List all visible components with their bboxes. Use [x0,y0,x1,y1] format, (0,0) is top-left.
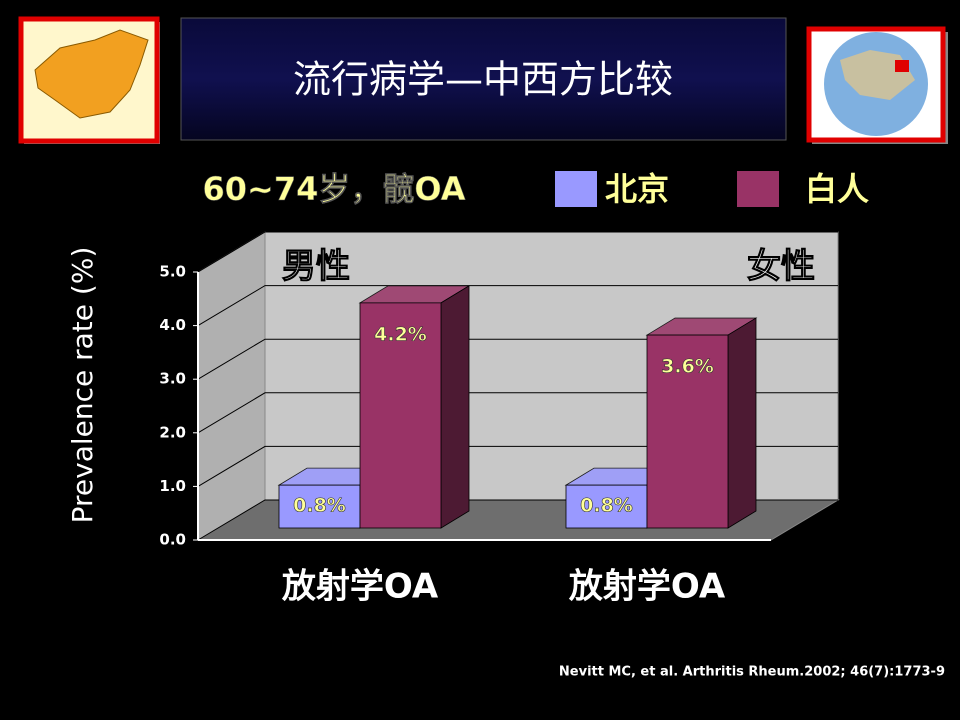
y-tick-label: 0.0 [159,531,186,549]
bar [646,334,729,529]
bar-side [440,285,470,529]
x-tick-label: 放射学OA [282,567,439,607]
y-tick-label: 2.0 [159,423,186,441]
y-axis-label: Prevalence rate (%) [66,247,99,524]
legend-swatch [737,171,779,207]
grid-line [197,285,838,327]
side-wall [197,231,266,541]
china-map-frame [18,16,160,144]
y-tick-label: 3.0 [159,370,186,388]
bar [278,484,361,529]
title: 流行病学—中西方比较 [293,58,673,102]
legend-swatch [555,171,597,207]
y-tick-label: 1.0 [159,477,186,495]
value-label: 4.2% [374,323,427,345]
bar-side [727,317,757,529]
x-tick-label: 放射学OA [569,567,726,607]
value-label: 0.8% [580,495,633,517]
annotation: 女性 [747,247,815,287]
value-label: 3.6% [661,356,714,378]
legend-label: 白人 [805,170,869,208]
title-box [180,17,787,141]
world-map-frame [806,26,948,144]
source: Nevitt MC, et al. Arthritis Rheum.2002; … [559,665,945,680]
legend-label: 北京 [605,170,669,208]
y-tick-label: 5.0 [159,263,186,281]
annotation: 男性 [282,247,350,287]
bar [359,302,442,529]
subtitle: 60~74岁，髋OA [203,170,466,208]
bar [565,484,648,529]
grid-line [197,231,838,273]
value-label: 0.8% [293,495,346,517]
y-tick-label: 4.0 [159,316,186,334]
